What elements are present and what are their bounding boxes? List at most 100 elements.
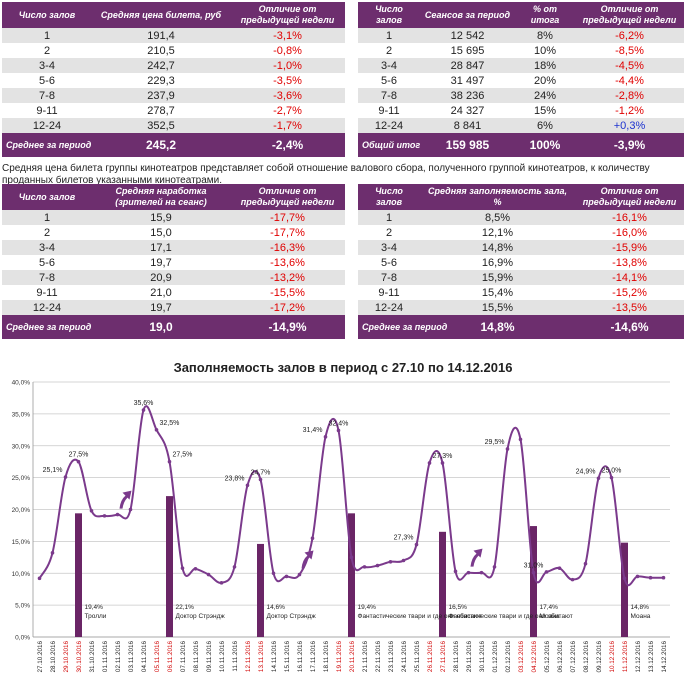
- table-cell: 15%: [515, 103, 575, 118]
- table-row: 12-24 15,5% -13,5%: [358, 300, 684, 315]
- table-cell: -13,2%: [230, 270, 345, 285]
- x-tick-label: 02.12.2016: [505, 641, 512, 673]
- table-header: Число залов Средняя заполняемость зала, …: [358, 184, 684, 210]
- table-cell: 7-8: [2, 88, 92, 103]
- x-tick-label: 07.11.2016: [180, 641, 187, 673]
- table-cell: -4,5%: [575, 58, 684, 73]
- bar: [166, 496, 173, 637]
- table-cell: 8 841: [420, 118, 515, 133]
- data-point: [440, 461, 445, 465]
- table-cell: 15,9: [92, 210, 230, 225]
- table-cell: -3,1%: [230, 28, 345, 43]
- x-tick-label: 04.11.2016: [141, 641, 148, 673]
- table-row: 5-6 31 497 20% -4,4%: [358, 73, 684, 88]
- data-point: [128, 507, 133, 512]
- x-tick-label: 28.11.2016: [453, 641, 460, 673]
- table-cell: 9-11: [2, 285, 92, 300]
- table-cell: 5-6: [358, 255, 420, 270]
- table-cell: 2: [2, 225, 92, 240]
- table-cell: 3-4: [358, 58, 420, 73]
- point-value-label: 27,5%: [69, 452, 89, 459]
- x-tick-label: 08.11.2016: [193, 641, 200, 673]
- point-value-label: 31,4%: [303, 427, 323, 434]
- x-tick-label: 07.12.2016: [570, 641, 577, 673]
- table-cell: 15,4%: [420, 285, 575, 300]
- x-tick-label: 10.11.2016: [219, 641, 226, 673]
- table-row: 2 210,5 -0,8%: [2, 43, 345, 58]
- table-cell: 8%: [515, 28, 575, 43]
- table-cell: 38 236: [420, 88, 515, 103]
- bar-film-label: Моана: [631, 613, 651, 620]
- column-header: Число залов: [358, 2, 420, 28]
- table-cell: 12 542: [420, 28, 515, 43]
- table-cell: 14,8%: [420, 240, 575, 255]
- data-point: [115, 512, 120, 517]
- total-cell: 245,2: [92, 133, 230, 157]
- table-cell: 17,1: [92, 240, 230, 255]
- data-point: [323, 435, 328, 439]
- point-value-label: 32,5%: [160, 420, 180, 427]
- column-header: % от итога: [515, 2, 575, 28]
- table-row: 9-11 15,4% -15,2%: [358, 285, 684, 300]
- x-tick-label: 27.10.2016: [37, 641, 44, 673]
- x-tick-label: 16.11.2016: [297, 641, 304, 673]
- total-cell: -3,9%: [575, 133, 684, 157]
- bar: [621, 542, 628, 637]
- data-point: [245, 483, 250, 488]
- x-tick-label: 11.12.2016: [622, 641, 629, 673]
- point-value-label: 23,8%: [225, 475, 245, 482]
- data-point: [505, 447, 510, 451]
- bar: [439, 531, 446, 637]
- total-cell: -14,6%: [575, 315, 684, 339]
- table-cell: -15,9%: [575, 240, 684, 255]
- table-cell: 2: [2, 43, 92, 58]
- column-header: Средняя цена билета, руб: [92, 2, 230, 28]
- bar: [257, 543, 264, 637]
- data-point: [206, 572, 211, 577]
- data-point: [635, 574, 640, 579]
- table-cell: -17,2%: [230, 300, 345, 315]
- bar-film-label: Фантастические твари и где они обитают: [449, 612, 573, 620]
- data-point: [596, 476, 601, 481]
- point-value-label: 27,5%: [173, 452, 193, 459]
- table-cell: 16,9%: [420, 255, 575, 270]
- table-cell: -8,5%: [575, 43, 684, 58]
- sessions-table: Число залов Сеансов за период % от итога…: [358, 2, 684, 157]
- table-cell: 5-6: [2, 73, 92, 88]
- table-cell: 242,7: [92, 58, 230, 73]
- total-row: Общий итог 159 985 100% -3,9%: [358, 133, 684, 157]
- total-cell: -14,9%: [230, 315, 345, 339]
- x-tick-label: 14.12.2016: [661, 641, 668, 673]
- trend-arrow-icon: [119, 490, 132, 509]
- x-tick-label: 12.12.2016: [635, 641, 642, 673]
- table-row: 2 15,0 -17,7%: [2, 225, 345, 240]
- x-tick-label: 04.12.2016: [531, 641, 538, 673]
- data-point: [50, 551, 55, 555]
- table-row: 1 191,4 -3,1%: [2, 28, 345, 43]
- table-row: 5-6 19,7 -13,6%: [2, 255, 345, 270]
- table-cell: -17,7%: [230, 225, 345, 240]
- table-cell: -6,2%: [575, 28, 684, 43]
- data-point: [297, 572, 302, 577]
- bar-value-label: 16,5%: [449, 604, 468, 611]
- y-tick-label: 30,0%: [12, 443, 31, 450]
- table-cell: +0,3%: [575, 118, 684, 133]
- point-value-label: 29,5%: [485, 439, 505, 446]
- table-cell: 19,7: [92, 300, 230, 315]
- table-cell: -13,6%: [230, 255, 345, 270]
- x-tick-label: 09.11.2016: [206, 641, 213, 673]
- table-row: 9-11 21,0 -15,5%: [2, 285, 345, 300]
- x-tick-label: 22.11.2016: [375, 641, 382, 673]
- table-row: 12-24 352,5 -1,7%: [2, 118, 345, 133]
- table-cell: -1,2%: [575, 103, 684, 118]
- point-value-label: 27,3%: [394, 535, 414, 542]
- x-tick-label: 29.11.2016: [466, 641, 473, 673]
- total-cell: 19,0: [92, 315, 230, 339]
- data-point: [76, 459, 81, 464]
- column-header: Число залов: [2, 2, 92, 28]
- data-point: [570, 577, 575, 582]
- price-note: Средняя цена билета группы кинотеатров п…: [2, 163, 650, 186]
- total-cell: -2,4%: [230, 133, 345, 157]
- bar-value-label: 17,4%: [540, 604, 559, 611]
- table-cell: 2: [358, 43, 420, 58]
